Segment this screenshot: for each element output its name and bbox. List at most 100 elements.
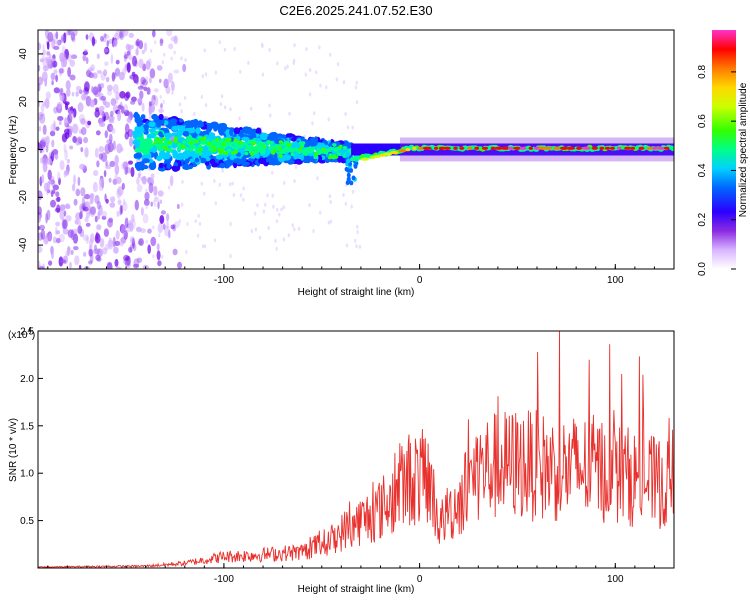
heatmap-narrow-peak [576, 146, 582, 150]
heatmap-band-peak [223, 151, 229, 155]
heatmap-noise-cell [166, 30, 173, 37]
heatmap-noise-cell [51, 189, 56, 194]
heatmap-noise-cell [38, 214, 41, 223]
heatmap-noise-cell [112, 236, 116, 248]
heatmap-noise-cell [55, 230, 61, 235]
heatmap-speck [242, 186, 245, 191]
heatmap-noise-cell [69, 261, 72, 269]
heatmap-noise-cell [78, 220, 81, 227]
heatmap-band-peak [173, 136, 179, 141]
heatmap-speck [356, 230, 359, 235]
heatmap-noise-cell [150, 173, 155, 179]
heatmap-noise-cell [58, 68, 64, 74]
heatmap-speck [170, 56, 173, 61]
heatmap-noise-cell [148, 113, 152, 120]
heatmap-noise-cell [72, 30, 78, 37]
heatmap-band-cell [178, 118, 184, 123]
heatmap-narrow-peak [528, 146, 533, 150]
heatmap-noise-cell [48, 233, 53, 241]
heatmap-band-peak [290, 152, 295, 157]
snr-ylabel: SNR (10 * v/v) [8, 418, 19, 482]
heatmap-noise-cell [130, 44, 134, 50]
heatmap-noise-cell [96, 160, 100, 168]
heatmap-speck [256, 203, 259, 208]
heatmap-noise-cell [123, 51, 127, 63]
heatmap-noise-cell [51, 139, 55, 148]
heatmap-noise-cell [118, 104, 123, 109]
heatmap-noise-cell [105, 198, 109, 204]
heatmap-noise-cell [42, 124, 47, 135]
heatmap-noise-cell [109, 125, 114, 131]
heatmap-band-cell [142, 158, 150, 164]
heatmap-noise-cell [173, 221, 181, 228]
heatmap-band-peak [212, 148, 217, 153]
heatmap-narrow-peak [389, 151, 399, 155]
heatmap-xlabel: Height of straight line (km) [298, 287, 415, 298]
heatmap-noise-cell [166, 213, 170, 222]
heatmap-band-cell [158, 113, 164, 121]
heatmap-noise-cell [88, 248, 93, 257]
heatmap-noise-cell [84, 147, 89, 158]
heatmap-band-cell [188, 119, 197, 128]
heatmap-noise-cell [42, 162, 48, 173]
heatmap-noise-cell [60, 259, 67, 264]
heatmap-noise-cell [56, 40, 61, 47]
heatmap-noise-cell [55, 74, 58, 83]
heatmap-speck [213, 179, 216, 183]
heatmap-speck [203, 191, 206, 196]
heatmap-noise-cell [80, 187, 86, 197]
heatmap-noise-cell [125, 43, 131, 51]
heatmap-band-peak [253, 146, 259, 150]
heatmap-noise-cell [110, 98, 117, 106]
heatmap-narrow-peak [374, 154, 381, 158]
heatmap-noise-cell [74, 255, 80, 266]
heatmap-noise-cell [105, 159, 109, 169]
heatmap-noise-cell [64, 149, 68, 161]
heatmap-speck [318, 45, 321, 50]
heatmap-speck [327, 220, 331, 225]
heatmap-speck [214, 201, 217, 206]
heatmap-band-cell [163, 132, 173, 138]
heatmap-speck [275, 219, 279, 224]
heatmap-noise-cell [166, 219, 169, 230]
heatmap-speck [286, 64, 289, 69]
heatmap-band-peak [181, 144, 186, 149]
heatmap-noise-cell [83, 49, 88, 54]
heatmap-noise-cell [128, 160, 133, 165]
heatmap-noise-cell [89, 99, 95, 108]
heatmap-noise-cell [129, 219, 132, 226]
heatmap-noise-cell [172, 223, 177, 232]
heatmap-band-peak [233, 138, 238, 143]
heatmap-noise-cell [126, 117, 131, 123]
heatmap-noise-cell [85, 57, 89, 65]
heatmap-noise-cell [115, 30, 122, 35]
heatmap-noise-cell [122, 161, 129, 170]
heatmap-band-cell [140, 114, 146, 120]
heatmap-speck [242, 197, 245, 202]
heatmap-band-peak [347, 149, 352, 153]
heatmap-noise-cell [182, 63, 187, 73]
heatmap-speck [180, 109, 183, 114]
heatmap-noise-cell [75, 91, 79, 97]
heatmap-band-peak [154, 143, 159, 147]
heatmap-noise-cell [123, 254, 130, 261]
heatmap-noise-cell [173, 35, 178, 45]
heatmap-noise-cell [39, 112, 45, 117]
heatmap-noise-cell [141, 175, 147, 185]
heatmap-noise-cell [60, 87, 64, 96]
heatmap-noise-cell [39, 58, 45, 63]
heatmap-noise-cell [48, 179, 55, 185]
heatmap-noise-cell [41, 71, 48, 82]
heatmap-speck [201, 244, 205, 249]
heatmap-noise-cell [55, 226, 58, 236]
heatmap-noise-cell [158, 108, 164, 114]
heatmap-noise-cell [109, 110, 114, 117]
heatmap-noise-cell [38, 64, 41, 72]
heatmap-speck [224, 105, 227, 110]
heatmap-band-cell [213, 125, 219, 131]
heatmap-noise-cell [42, 101, 46, 107]
heatmap-noise-cell [59, 67, 65, 74]
heatmap-band-cell [136, 121, 142, 127]
heatmap-plot-area [38, 30, 674, 269]
heatmap-band-peak [247, 147, 252, 151]
